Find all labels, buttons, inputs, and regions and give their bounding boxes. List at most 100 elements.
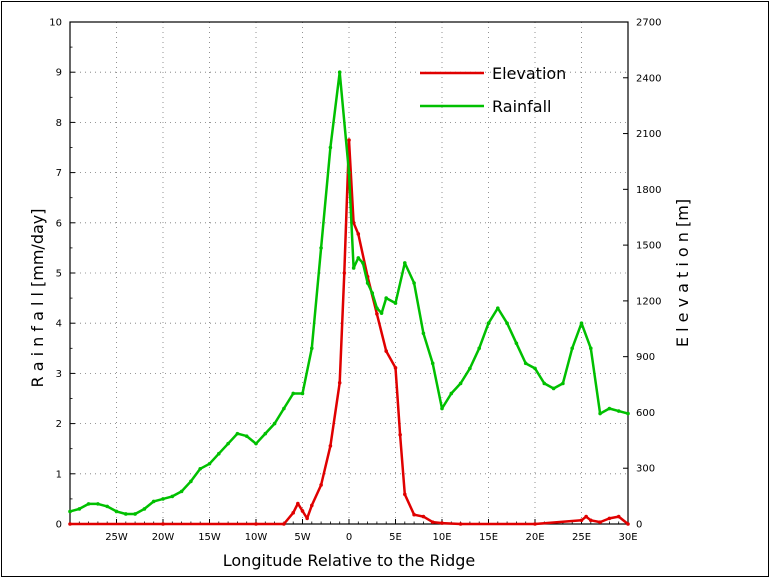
x-tick-label: 5E: [389, 532, 402, 543]
data-point: [607, 406, 612, 411]
data-point: [626, 411, 630, 416]
data-point: [305, 516, 309, 521]
data-point: [142, 507, 147, 511]
y-right-tick-label: 1800: [636, 185, 661, 196]
data-point: [347, 170, 351, 175]
data-point: [282, 406, 286, 411]
axis-ticks: 25W 20W 15W 10W 5W 0 5E 10E 15E 20E 25E 30E01234567…: [49, 18, 661, 544]
data-point: [351, 221, 356, 225]
y-axis-right-label: E l e v a t i o n [m]: [673, 199, 692, 347]
data-point: [421, 514, 426, 519]
data-point: [616, 514, 621, 519]
data-point: [626, 522, 630, 526]
data-point: [300, 509, 305, 513]
x-tick-label: 15W: [198, 532, 221, 543]
y-right-tick-label: 2700: [636, 18, 661, 29]
x-tick-label: 25E: [572, 532, 591, 543]
legend-label-rainfall: Rainfall: [492, 97, 551, 116]
data-point: [189, 479, 193, 484]
x-tick-label: 30E: [618, 532, 637, 543]
data-point: [226, 441, 230, 446]
data-point: [458, 522, 463, 526]
data-point: [319, 483, 323, 487]
x-tick-label: 0: [346, 532, 352, 543]
data-point: [403, 492, 407, 497]
data-point: [412, 512, 416, 517]
data-point: [370, 291, 375, 295]
y-left-tick-label: 7: [56, 168, 62, 179]
data-point: [440, 406, 444, 411]
y-right-tick-label: 1200: [636, 296, 661, 307]
y-right-tick-label: 300: [636, 464, 655, 475]
data-point: [584, 514, 588, 519]
data-point: [244, 434, 249, 438]
data-point: [384, 296, 389, 300]
data-point: [272, 421, 277, 426]
data-point: [468, 366, 472, 371]
data-point: [561, 381, 565, 386]
x-tick-label: 25W: [105, 532, 128, 543]
data-point: [300, 391, 305, 396]
y-right-tick-label: 2400: [636, 73, 661, 84]
data-point: [161, 522, 165, 526]
data-point: [114, 509, 119, 514]
data-point: [598, 520, 602, 524]
y-axis-left-label: R a i n f a l l [mm/day]: [28, 209, 47, 388]
data-point: [384, 349, 389, 353]
data-point: [514, 341, 519, 346]
data-point: [337, 380, 342, 385]
y-left-tick-label: 6: [56, 218, 62, 229]
data-point: [598, 411, 602, 416]
y-right-tick-label: 900: [636, 352, 655, 363]
data-point: [430, 520, 435, 524]
y-left-tick-label: 2: [56, 419, 62, 430]
y-left-tick-label: 1: [56, 469, 62, 480]
data-point: [217, 451, 221, 456]
y-left-tick-label: 8: [56, 118, 62, 129]
data-point: [235, 431, 240, 436]
data-point: [356, 232, 361, 236]
data-point: [319, 246, 323, 250]
y-right-tick-label: 2100: [636, 129, 661, 140]
y-left-tick-label: 4: [56, 319, 62, 330]
data-point: [170, 494, 175, 499]
data-point: [342, 271, 347, 275]
data-point: [542, 381, 547, 386]
x-tick-label: 20W: [152, 532, 175, 543]
data-point: [365, 281, 370, 285]
data-point: [68, 509, 72, 514]
data-point: [393, 366, 398, 370]
data-point: [361, 261, 365, 265]
data-point: [347, 138, 351, 142]
data-point: [179, 489, 184, 494]
data-point: [607, 516, 612, 521]
x-tick-label: 10W: [245, 532, 268, 543]
data-point: [449, 391, 454, 396]
data-point: [337, 70, 342, 74]
data-point: [207, 461, 212, 466]
data-point: [496, 306, 500, 310]
data-point: [296, 501, 300, 506]
data-point: [398, 432, 402, 437]
x-tick-label: 10E: [432, 532, 451, 543]
data-point: [68, 522, 72, 526]
data-point: [393, 301, 398, 305]
data-point: [161, 497, 165, 501]
data-point: [282, 522, 286, 526]
y-right-tick-label: 1500: [636, 241, 661, 252]
data-point: [579, 518, 584, 523]
data-point: [375, 306, 379, 310]
y-left-tick-label: 3: [56, 369, 62, 380]
data-point: [263, 431, 268, 436]
data-point: [310, 346, 314, 351]
data-point: [77, 507, 82, 511]
x-tick-label: 15E: [479, 532, 498, 543]
data-point: [379, 311, 384, 315]
data-point: [105, 504, 109, 509]
data-series: [68, 70, 630, 526]
data-point: [133, 512, 137, 516]
data-point: [533, 522, 537, 526]
data-point: [430, 361, 435, 366]
